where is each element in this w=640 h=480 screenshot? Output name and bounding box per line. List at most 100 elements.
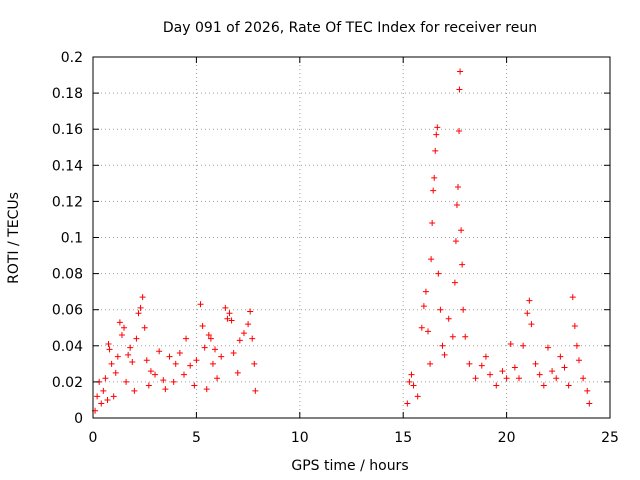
data-point (137, 304, 144, 311)
data-point (584, 387, 591, 394)
data-point (143, 357, 150, 364)
data-point (404, 400, 411, 407)
data-point (104, 396, 111, 403)
data-point (459, 261, 466, 268)
data-point (191, 382, 198, 389)
data-point (575, 357, 582, 364)
data-point (222, 304, 229, 311)
data-point (431, 174, 438, 181)
data-point (536, 371, 543, 378)
data-point (499, 368, 506, 375)
data-point (478, 362, 485, 369)
data-point (201, 344, 208, 351)
data-point (145, 382, 152, 389)
data-point (462, 333, 469, 340)
data-point (114, 353, 121, 360)
data-point (226, 310, 233, 317)
data-point (224, 315, 231, 322)
data-point (456, 128, 463, 135)
data-point (234, 369, 241, 376)
data-points (92, 68, 593, 414)
data-point (193, 357, 200, 364)
data-point (425, 328, 432, 335)
y-tick-label: 0 (74, 411, 83, 427)
data-point (212, 346, 219, 353)
data-point (247, 308, 254, 315)
y-tick-label: 0.1 (61, 231, 83, 247)
data-point (441, 351, 448, 358)
y-tick-label: 0.12 (52, 194, 83, 210)
data-point (147, 368, 154, 375)
data-point (121, 324, 128, 331)
y-tick-label: 0.18 (52, 86, 83, 102)
data-point (160, 377, 167, 384)
y-tick-label: 0.06 (52, 303, 83, 319)
data-point (133, 335, 140, 342)
data-point (516, 375, 523, 382)
data-point (162, 386, 169, 393)
y-tick-label: 0.04 (52, 339, 83, 355)
data-point (141, 324, 148, 331)
data-point (573, 342, 580, 349)
data-point (240, 330, 247, 337)
data-point (526, 297, 533, 304)
data-point (251, 360, 258, 367)
data-point (487, 371, 494, 378)
axis-ticks: 0 0.02 0.04 0.06 0.08 0.1 0.12 0.14 0.16 0.18 0.2 0… (52, 50, 619, 446)
x-tick-label: 0 (89, 430, 98, 446)
data-point (532, 360, 539, 367)
data-point (123, 378, 130, 385)
data-point (112, 369, 119, 376)
data-point (249, 335, 256, 342)
data-point (520, 342, 527, 349)
data-point (528, 321, 535, 328)
data-point (110, 393, 117, 400)
data-point (565, 382, 572, 389)
data-point (434, 124, 441, 131)
data-point (437, 306, 444, 313)
plot-frame (92, 56, 611, 419)
data-point (452, 238, 459, 245)
data-point (418, 324, 425, 331)
data-point (557, 353, 564, 360)
grid-lines (93, 57, 610, 418)
data-point (569, 294, 576, 301)
data-point (203, 386, 210, 393)
x-axis-label: GPS time / hours (291, 458, 408, 474)
data-point (571, 322, 578, 329)
data-point (493, 382, 500, 389)
data-point (172, 360, 179, 367)
data-point (176, 350, 183, 357)
data-point (187, 362, 194, 369)
data-point (455, 183, 462, 190)
y-tick-label: 0.16 (52, 122, 83, 138)
data-point (230, 350, 237, 357)
data-point (106, 346, 113, 353)
data-point (553, 375, 560, 382)
data-point (430, 187, 437, 194)
x-tick-label: 25 (601, 430, 619, 446)
y-axis-label: ROTI / TECUs (6, 192, 22, 284)
data-point (197, 301, 204, 308)
data-point (166, 353, 173, 360)
data-point (427, 360, 434, 367)
data-point (414, 393, 421, 400)
data-point (503, 375, 510, 382)
data-point (410, 382, 417, 389)
data-point (458, 227, 465, 234)
y-tick-label: 0.14 (52, 158, 83, 174)
data-point (406, 378, 413, 385)
data-point (540, 382, 547, 389)
data-point (482, 353, 489, 360)
data-point (420, 303, 427, 310)
data-point (199, 322, 206, 329)
data-point (205, 331, 212, 338)
data-point (252, 387, 259, 394)
data-point (544, 344, 551, 351)
data-point (152, 371, 159, 378)
data-point (524, 310, 531, 317)
data-point (433, 131, 440, 138)
x-tick-label: 15 (394, 430, 412, 446)
data-point (586, 400, 593, 407)
